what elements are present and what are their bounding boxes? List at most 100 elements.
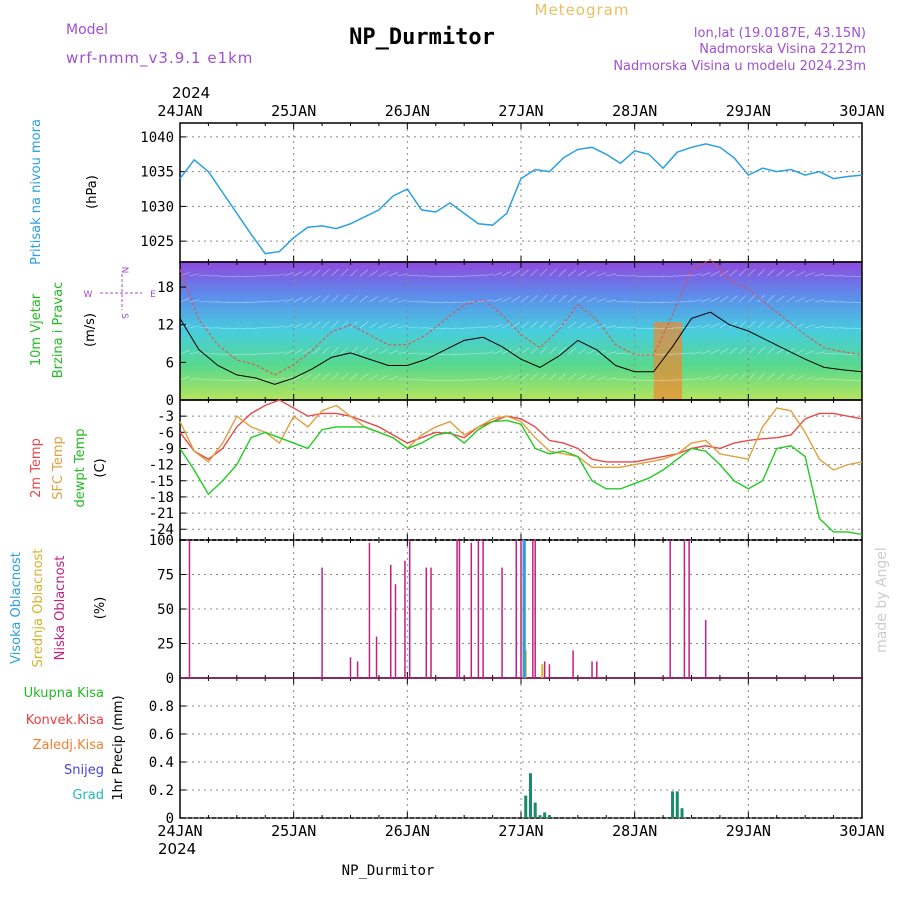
wind-barb [511, 322, 521, 329]
wind-barb [558, 346, 567, 355]
precip-legend-total: Ukupna Kisa [24, 686, 104, 701]
wind-barb [606, 299, 617, 303]
wind-barb [293, 271, 303, 277]
wind-barb [274, 377, 285, 381]
model-label: Model [66, 22, 108, 38]
time-label-bottom: 29JAN [726, 822, 771, 840]
wind-barb [227, 301, 238, 304]
time-label-bottom: 27JAN [498, 822, 543, 840]
wind-barb [483, 299, 493, 303]
wind-barb [302, 270, 312, 277]
wind-barb [805, 350, 815, 355]
wind-barb [681, 378, 692, 381]
wind-barb [852, 327, 863, 330]
wind-speed-line [179, 311, 863, 385]
wind-barb [435, 301, 446, 304]
wind-barb [861, 353, 872, 356]
wind-barb [577, 322, 587, 329]
wind-barb [767, 321, 775, 329]
wind-barb [549, 372, 557, 381]
temperature-ytick-label: -6 [157, 425, 174, 441]
precip-ytick-label: 0.2 [149, 783, 174, 799]
wind-barb [530, 268, 539, 277]
wind-barb [710, 349, 720, 355]
wind-barb [814, 325, 825, 329]
wind-barb [587, 271, 597, 277]
wind-barb [302, 348, 312, 355]
wind-barb [179, 350, 190, 355]
wind-barb [293, 375, 303, 381]
dewpoint-line [179, 419, 863, 536]
wind-barb [606, 273, 617, 277]
wind-barb [501, 375, 512, 381]
wind-barb [596, 324, 607, 329]
wind-barb [350, 372, 359, 381]
wind-barb [492, 272, 503, 277]
wind-barb [539, 372, 548, 381]
wind-barb [236, 353, 247, 356]
wind-barb [369, 270, 378, 277]
precip-ytick-label: 0 [166, 811, 174, 827]
precip-frame [179, 677, 863, 819]
wind-barb [805, 324, 815, 329]
wind-barb [776, 269, 785, 277]
temp-label-2m: 2m Temp [29, 438, 44, 498]
wind-barb [445, 379, 456, 382]
wind-barb [483, 273, 493, 277]
wind-barb [312, 347, 321, 355]
wind-barb [397, 377, 408, 381]
wind-barb [189, 299, 200, 303]
wind-barb [473, 352, 484, 355]
wind-barb [615, 326, 626, 329]
wind-barb [473, 378, 484, 381]
cloud-ytick-label: 100 [149, 533, 174, 549]
wind-barb [757, 372, 766, 381]
wind-gust-line [179, 258, 863, 376]
wind-barb [492, 350, 503, 355]
cloud-ytick-label: 75 [157, 568, 174, 584]
wind-strong-zone [653, 322, 683, 400]
wind-barb [861, 379, 872, 382]
precip-bar [680, 808, 684, 818]
wind-barb [748, 372, 756, 381]
wind-barb [568, 269, 577, 277]
time-label-top: 25JAN [271, 102, 316, 120]
wind-barb [681, 326, 692, 329]
wind-barb [397, 299, 408, 303]
wind-barb [312, 321, 321, 329]
wind-barb [738, 268, 747, 277]
precip-bar [524, 795, 528, 818]
wind-barb [587, 375, 597, 381]
wind-barb [407, 378, 418, 381]
precip-bar [547, 815, 551, 818]
wind-barb [795, 375, 805, 381]
wind-barb [530, 320, 539, 329]
wind-barb [407, 352, 418, 355]
time-label-top: 28JAN [612, 102, 657, 120]
wind-barb [397, 325, 408, 329]
temp-2m-line [179, 399, 863, 463]
wind-barb [615, 300, 626, 303]
wind-barb [378, 323, 388, 329]
pressure-unit: (hPa) [85, 175, 100, 209]
wind-label-1: 10m Vjetar [29, 293, 44, 366]
wind-barb [530, 346, 539, 355]
wind-barb [795, 271, 805, 277]
wind-barb [236, 275, 247, 278]
wind-barb [852, 301, 863, 304]
wind-barb [814, 377, 825, 381]
wind-barb [568, 373, 577, 381]
wind-barb [824, 326, 835, 329]
wind-barb [359, 269, 368, 277]
wind-barb [312, 269, 321, 277]
wind-barb [767, 269, 775, 277]
wind-barb [369, 296, 378, 303]
wind-barb [729, 347, 738, 355]
precip-bar [538, 815, 542, 818]
wind-barb [653, 379, 664, 382]
wind-barb [198, 326, 209, 329]
wind-barb [189, 273, 200, 277]
wind-ytick-label: 0 [166, 393, 174, 409]
wind-barb [748, 346, 756, 355]
